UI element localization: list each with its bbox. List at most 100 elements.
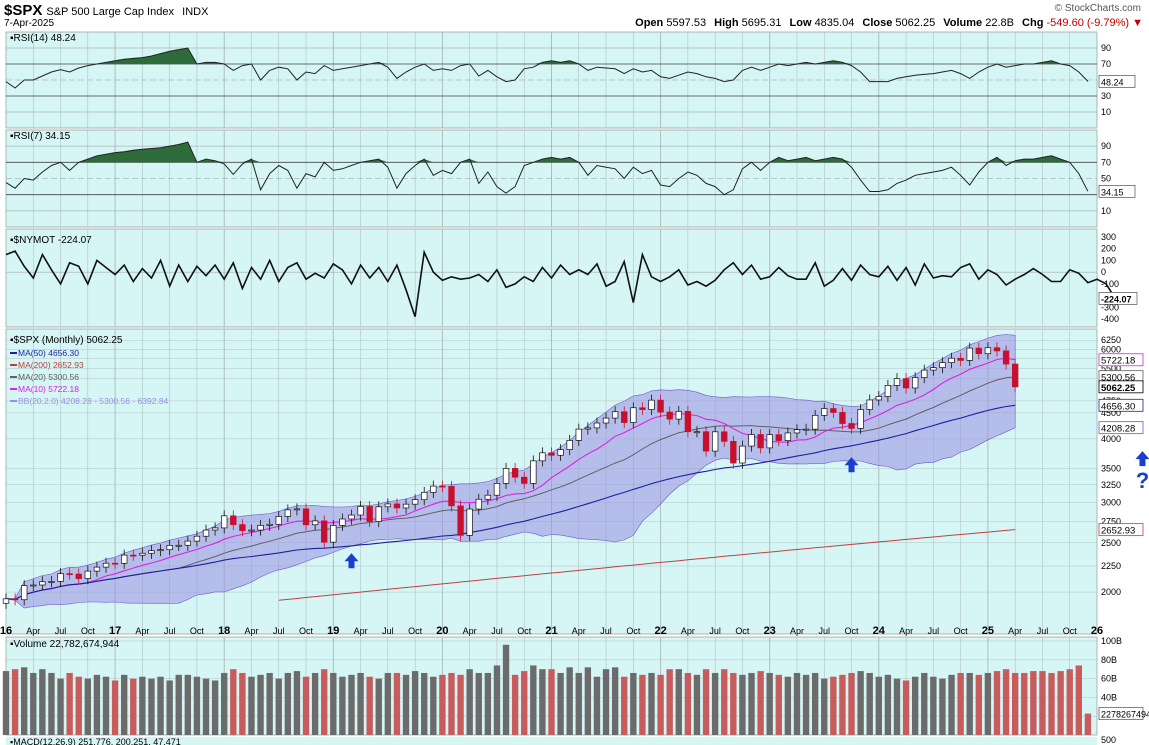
volume-bar [184, 674, 192, 735]
volume-bar [1039, 671, 1046, 735]
candle-body [30, 584, 37, 587]
candle-body [302, 508, 310, 526]
price-tick-label: 5500 [1101, 363, 1121, 373]
high-value: 5695.31 [741, 17, 782, 29]
rsi-title: ▪RSI(14) 48.24 [10, 33, 76, 44]
nymot-tick-label: -100 [1101, 279, 1119, 289]
candle-body [375, 506, 382, 522]
volume-bar [621, 676, 628, 735]
candle-body [411, 499, 419, 505]
x-tick-label: Jul [164, 626, 176, 636]
candle-body [575, 428, 582, 441]
volume-bar [11, 669, 19, 735]
x-tick-label: Jul [600, 626, 612, 636]
candle-body [366, 506, 373, 522]
candle-body [975, 347, 982, 355]
up-arrow-icon [344, 553, 359, 569]
volume-bar [457, 674, 464, 735]
volume-bar [339, 676, 346, 735]
candle-body [921, 369, 928, 378]
volume-bar [157, 676, 164, 735]
candle-body [166, 545, 173, 551]
candle-body [11, 598, 19, 601]
volume-bar [784, 676, 792, 735]
volume-bar [557, 672, 564, 735]
volume-bar [1030, 671, 1037, 735]
price-tick-label: 6000 [1101, 344, 1121, 354]
candle-body [348, 514, 355, 520]
x-tick-label: Oct [299, 626, 314, 636]
nymot-tick-label: -300 [1101, 302, 1119, 312]
candle-body [739, 445, 746, 464]
candle-body [884, 385, 892, 397]
price-value-tag-label: 2652.93 [1101, 526, 1135, 537]
rsi-title: ▪RSI(7) 34.15 [10, 131, 71, 142]
candle-body [548, 452, 555, 456]
volume-bar [939, 678, 946, 735]
candle-body [621, 411, 628, 423]
volume-bar [330, 672, 337, 735]
volume-bar [384, 672, 392, 735]
candle-body [930, 367, 937, 371]
volume-bar [466, 669, 473, 735]
candle-body [402, 503, 410, 509]
candle-body [602, 417, 610, 424]
chg-label: Chg [1022, 17, 1044, 29]
x-tick-label: 26 [1091, 625, 1103, 637]
volume-bar [275, 678, 282, 735]
price-tick-label: 4500 [1101, 408, 1121, 418]
candle-body [1012, 363, 1019, 388]
symbol-title: $SPX S&P 500 Large Cap Index INDX [4, 2, 208, 19]
candle-body [893, 378, 901, 386]
volume-bar [539, 669, 546, 735]
candle-body [330, 525, 337, 543]
candle-body [693, 431, 701, 434]
rsi-line [5, 47, 1089, 89]
candle-body [239, 524, 246, 531]
volume-bar [630, 672, 637, 735]
price-value-tag-label: 5722.18 [1101, 356, 1135, 367]
candle-body [984, 347, 992, 355]
question-mark-label: ? [1136, 468, 1149, 493]
candle-body [357, 506, 364, 516]
volume-bar [739, 674, 746, 735]
x-tick-label: Oct [517, 626, 532, 636]
candle-body [475, 498, 482, 510]
volume-bar [75, 676, 82, 735]
volume-bar [211, 680, 219, 735]
volume-title: ▪Volume 22,782,674,944 [10, 639, 120, 650]
x-tick-label: Jul [709, 626, 721, 636]
price-value-tag-label: 4208.28 [1101, 424, 1135, 435]
candle-body [393, 503, 401, 509]
candle-body [266, 523, 273, 526]
volume-bar [1002, 669, 1010, 735]
rsi-tick-label: 10 [1101, 107, 1111, 117]
volume-bar [66, 672, 73, 735]
volume-bar [593, 676, 601, 735]
volume-value-tag-label: 22782674944 [1101, 710, 1149, 720]
candle-body [421, 491, 428, 501]
nymot-line [5, 249, 1116, 317]
volume-bar [1066, 669, 1073, 735]
candle-body [866, 399, 873, 410]
x-tick-label: 19 [327, 625, 339, 637]
macd-title: ▪MACD(12,26,9) 251.776, 200.251, 47.471 [10, 737, 181, 745]
volume-bar [284, 672, 292, 735]
legend-entry: BB(20,2.0) 4208.28 - 5300.56 - 6392.84 [18, 396, 169, 406]
volume-bar [421, 672, 428, 735]
volume-bar [902, 680, 910, 735]
volume-bar [921, 672, 928, 735]
volume-bar [1048, 672, 1055, 735]
candle-body [293, 508, 301, 511]
volume-label: Volume [943, 17, 983, 29]
up-arrow-icon [1135, 451, 1149, 467]
volume-bar [375, 678, 382, 735]
candle-body [530, 460, 537, 484]
volume-bar [793, 672, 801, 735]
price-tick-label: 3500 [1101, 463, 1121, 473]
rsi-value-tag-label: 48.24 [1101, 77, 1124, 87]
symbol-name: S&P 500 Large Cap Index [46, 6, 174, 18]
volume-bar [493, 665, 501, 735]
volume-bar [1084, 713, 1092, 735]
candle-body [784, 432, 792, 441]
